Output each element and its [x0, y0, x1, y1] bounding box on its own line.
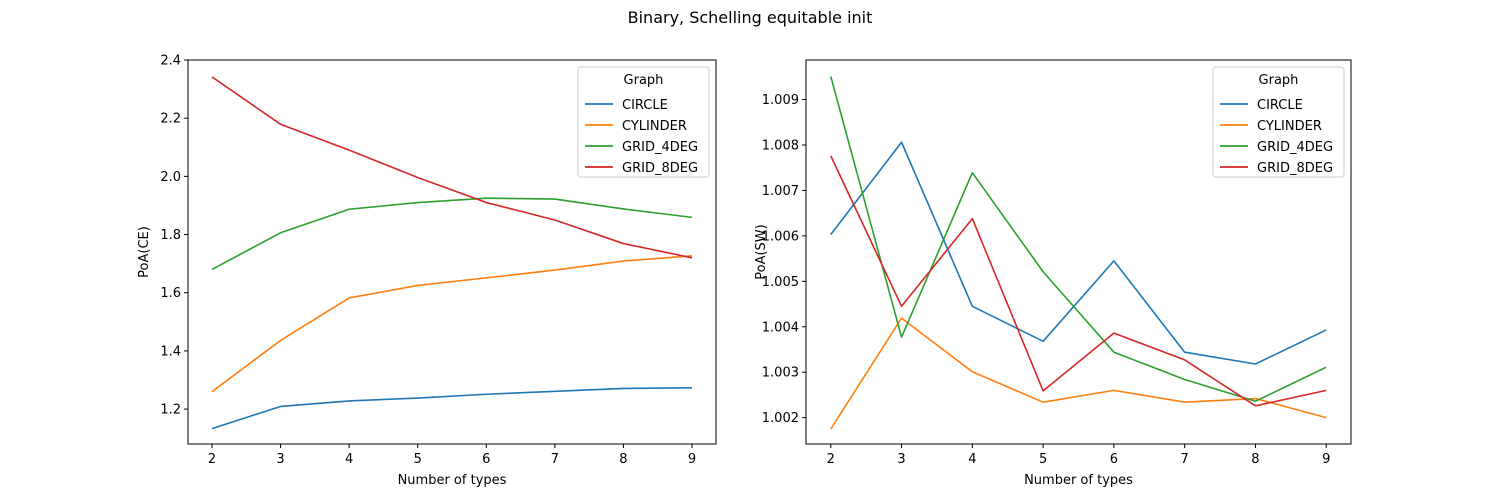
right-legend-title: Graph — [1259, 73, 1299, 88]
left-x-tick-label: 6 — [482, 452, 490, 467]
left-y-tick-label: 2.4 — [160, 54, 181, 69]
right-series-line-cylinder — [830, 317, 1327, 430]
right-legend-label-grid-8deg: GRID_8DEG — [1257, 161, 1333, 176]
left-legend-label-grid-8deg: GRID_8DEG — [622, 161, 698, 176]
right-x-tick-label: 4 — [968, 452, 976, 467]
left-x-tick-label: 8 — [619, 452, 627, 467]
left-y-tick-label: 2.2 — [160, 112, 181, 127]
left-series-line-grid-4deg — [211, 197, 693, 271]
right-subplot: 2 3 4 5 6 7 8 9 1.002 1.003 1.004 1.005 1.006 1.007 1.… — [754, 59, 1352, 488]
right-legend-label-circle: CIRCLE — [1257, 98, 1303, 113]
right-x-tick-label: 7 — [1181, 452, 1189, 467]
left-series-line-grid-8deg — [211, 76, 693, 259]
right-axes-frame — [805, 59, 1352, 445]
right-x-tick-label: 5 — [1039, 452, 1047, 467]
right-x-tick-label: 9 — [1322, 452, 1330, 467]
figure-title: Binary, Schelling equitable init — [628, 8, 873, 27]
right-y-tick-label: 1.006 — [762, 229, 799, 244]
right-y-tick-label: 1.002 — [762, 411, 799, 426]
right-x-axis-label: Number of types — [1024, 473, 1133, 488]
right-series-line-grid-8deg — [830, 155, 1327, 407]
left-legend-label-grid-4deg: GRID_4DEG — [622, 140, 698, 155]
right-y-tick-label: 1.003 — [762, 366, 799, 381]
left-x-tick-label: 4 — [345, 452, 353, 467]
right-x-tick-label: 8 — [1251, 452, 1259, 467]
left-y-tick-label: 1.8 — [160, 228, 181, 243]
right-y-tick-label: 1.009 — [762, 93, 799, 108]
left-legend-label-cylinder: CYLINDER — [622, 119, 687, 134]
right-legend-label-grid-4deg: GRID_4DEG — [1257, 140, 1333, 155]
left-legend-label-circle: CIRCLE — [622, 98, 668, 113]
right-x-tick-label: 2 — [827, 452, 835, 467]
left-x-tick-label: 3 — [276, 452, 284, 467]
right-y-tick-label: 1.004 — [762, 320, 799, 335]
left-y-tick-label: 1.6 — [160, 286, 181, 301]
left-legend-title: Graph — [624, 73, 664, 88]
right-legend-box — [1212, 66, 1345, 178]
right-y-tick-label: 1.005 — [762, 275, 799, 290]
left-series-line-cylinder — [211, 254, 693, 393]
left-legend: Graph CIRCLE CYLINDER GRID_4DEG GRID_8DEG — [577, 66, 710, 178]
left-x-tick-label: 7 — [551, 452, 559, 467]
left-y-tick-label: 1.2 — [160, 403, 181, 418]
left-legend-box — [577, 66, 710, 178]
left-y-tick-label: 2.0 — [160, 170, 181, 185]
right-legend-label-cylinder: CYLINDER — [1257, 119, 1322, 134]
left-series-line-circle — [211, 387, 693, 430]
right-legend: Graph CIRCLE CYLINDER GRID_4DEG GRID_8DEG — [1212, 66, 1345, 178]
left-x-tick-label: 2 — [208, 452, 216, 467]
right-x-tick-label: 3 — [897, 452, 905, 467]
left-x-tick-label: 9 — [688, 452, 696, 467]
left-y-tick-label: 1.4 — [160, 344, 181, 359]
left-subplot: 2 3 4 5 6 7 8 9 1.2 1.4 1.6 1.8 2.0 2.2 2.4 Number of t… — [137, 54, 717, 488]
right-y-axis-label: PoA(SW) — [754, 224, 769, 279]
left-y-axis-label: PoA(CE) — [137, 226, 152, 278]
left-x-axis-label: Number of types — [398, 473, 507, 488]
right-y-tick-label: 1.007 — [762, 184, 799, 199]
left-x-tick-label: 5 — [414, 452, 422, 467]
right-x-tick-label: 6 — [1110, 452, 1118, 467]
right-series-line-circle — [830, 141, 1327, 365]
right-y-tick-label: 1.008 — [762, 138, 799, 153]
left-axes-frame — [187, 59, 717, 445]
